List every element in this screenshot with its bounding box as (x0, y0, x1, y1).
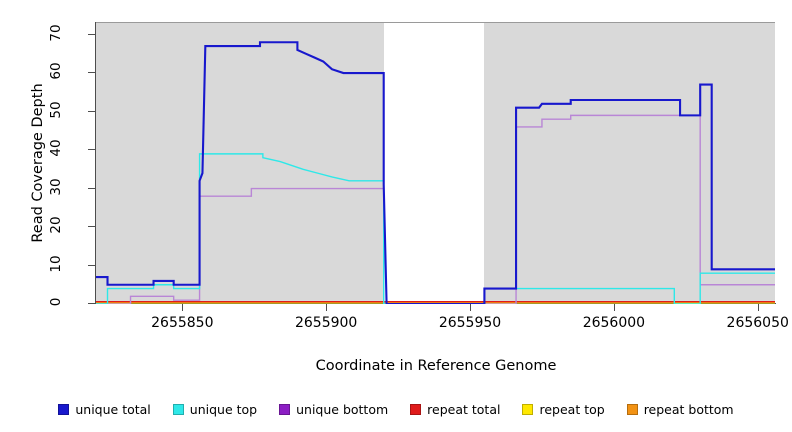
legend-label: repeat top (539, 401, 605, 417)
y-tick (88, 110, 95, 112)
legend-swatch-icon (172, 403, 184, 415)
x-tick-label: 2655900 (294, 315, 358, 331)
x-tick (326, 304, 328, 311)
y-tick (88, 72, 95, 74)
series-unique-total (96, 41, 775, 304)
x-tick (470, 304, 472, 311)
legend-label: unique bottom (296, 401, 389, 417)
legend-swatch-icon (626, 403, 638, 415)
y-tick (88, 33, 95, 35)
y-tick-label: 0 (48, 297, 64, 307)
legend-label: repeat total (427, 401, 501, 417)
y-tick-label: 60 (48, 62, 64, 80)
y-tick-label: 70 (48, 23, 64, 42)
chart-legend: unique total unique top unique bottom repea… (0, 398, 792, 420)
legend-item-repeat-bottom: repeat bottom (626, 401, 734, 417)
legend-label: unique total (75, 401, 151, 417)
legend-label: unique top (189, 401, 258, 417)
coverage-traces (96, 41, 775, 304)
legend-swatch-icon (58, 403, 70, 415)
legend-swatch-icon (279, 403, 291, 415)
shaded-region-2 (484, 23, 775, 303)
x-tick-label: 2655850 (151, 315, 214, 331)
legend-item-unique-bottom: unique bottom (279, 402, 388, 417)
legend-item-unique-top: unique top (172, 401, 258, 417)
series-unique-bottom (96, 114, 775, 304)
y-tick-label: 20 (48, 216, 64, 234)
x-tick-label: 2655950 (438, 315, 502, 331)
y-tick-label: 40 (48, 139, 64, 157)
x-tick (613, 304, 615, 311)
legend-swatch-icon (522, 403, 534, 415)
legend-swatch-icon (410, 403, 422, 415)
y-tick (88, 226, 95, 227)
legend-item-repeat-top: repeat top (522, 401, 605, 417)
legend-label: repeat bottom (643, 401, 734, 417)
y-axis-line (95, 22, 96, 304)
x-tick-label: 2656000 (582, 315, 646, 331)
y-tick-label: 30 (48, 177, 64, 196)
y-tick (88, 149, 95, 151)
y-tick (88, 303, 95, 304)
y-axis-title: Read Coverage Depth (30, 83, 46, 243)
x-tick (757, 304, 759, 311)
x-tick-label: 2656050 (726, 315, 789, 331)
y-tick (88, 264, 95, 266)
y-tick-label: 50 (48, 100, 64, 119)
plot-area (96, 22, 775, 304)
x-tick (182, 304, 184, 311)
legend-item-repeat-total: repeat total (410, 402, 500, 417)
legend-item-unique-total: unique total (58, 401, 151, 417)
y-tick (88, 187, 95, 189)
x-axis-title: Coordinate in Reference Genome (315, 358, 557, 374)
y-tick-label: 10 (48, 254, 64, 273)
series-unique-top (96, 153, 775, 304)
